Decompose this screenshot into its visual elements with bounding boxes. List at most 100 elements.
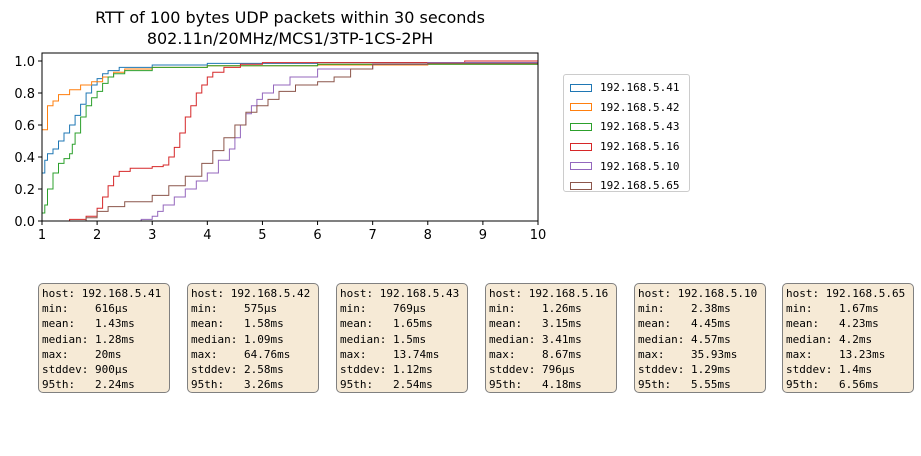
stat-line-p95: 95th: 3.26ms xyxy=(191,377,315,392)
stat-line-min: min: 1.67ms xyxy=(786,301,910,316)
stat-line-max: max: 64.76ms xyxy=(191,347,315,362)
stat-label: median: xyxy=(42,332,89,346)
stat-value: 192.168.5.42 xyxy=(230,287,311,300)
stat-value: 8.67ms xyxy=(542,347,582,361)
stat-label: median: xyxy=(340,332,387,346)
stat-label: stddev: xyxy=(191,363,238,377)
plot-frame xyxy=(41,52,539,222)
legend-item: 192.168.5.43 xyxy=(570,117,689,137)
stat-label: min: xyxy=(638,302,665,316)
stat-value: 64.76ms xyxy=(244,347,291,361)
stat-value: 2.54ms xyxy=(393,378,433,392)
legend-label: 192.168.5.43 xyxy=(600,120,680,134)
x-tick-label: 9 xyxy=(479,228,487,243)
stat-value: 1.5ms xyxy=(392,332,427,346)
stat-value: 1.09ms xyxy=(243,332,284,346)
stat-label: host: xyxy=(489,287,523,300)
stat-line-p95: 95th: 6.56ms xyxy=(786,377,910,392)
stat-label: min: xyxy=(489,302,516,316)
x-tick-label: 2 xyxy=(93,228,101,243)
stat-line-max: max: 13.23ms xyxy=(786,347,910,362)
stat-line-median: median: 4.2ms xyxy=(786,332,910,347)
legend-label: 192.168.5.16 xyxy=(600,140,680,154)
stat-label: max: xyxy=(638,347,665,361)
stat-value: 192.168.5.41 xyxy=(81,287,162,300)
series-line-4 xyxy=(118,61,539,222)
y-tick-label: 0.4 xyxy=(14,151,35,166)
stat-label: max: xyxy=(786,347,813,361)
stat-value: 6.56ms xyxy=(839,378,879,392)
stat-line-min: min: 2.38ms xyxy=(638,301,762,316)
legend-item: 192.168.5.42 xyxy=(570,98,689,118)
stat-line-mean: mean: 1.58ms xyxy=(191,316,315,331)
chart-title: RTT of 100 bytes UDP packets within 30 s… xyxy=(95,8,485,27)
stat-label: 95th: xyxy=(786,378,820,392)
stat-value: 13.23ms xyxy=(839,347,886,361)
stat-value: 20ms xyxy=(95,347,122,361)
stat-line-stddev: stddev: 1.4ms xyxy=(786,362,910,377)
stat-label: host: xyxy=(340,287,374,300)
stat-value: 5.55ms xyxy=(691,378,731,392)
stat-value: 13.74ms xyxy=(393,347,440,361)
stat-line-stddev: stddev: 2.58ms xyxy=(191,362,315,377)
stat-line-p95: 95th: 5.55ms xyxy=(638,377,762,392)
stat-label: 95th: xyxy=(638,378,672,392)
stat-line-p95: 95th: 2.24ms xyxy=(42,377,166,392)
stat-label: min: xyxy=(340,302,367,316)
stat-line-stddev: stddev: 1.12ms xyxy=(340,362,464,377)
stat-value: 192.168.5.16 xyxy=(528,287,609,300)
stat-label: max: xyxy=(489,347,516,361)
stat-value: 616µs xyxy=(95,302,129,316)
stat-value: 35.93ms xyxy=(691,347,738,361)
stat-line-host: host: 192.168.5.10 xyxy=(638,286,762,301)
stat-label: mean: xyxy=(489,317,523,331)
stat-label: host: xyxy=(638,287,672,300)
legend-label: 192.168.5.42 xyxy=(600,100,680,114)
stat-value: 2.58ms xyxy=(243,363,284,377)
stat-value: 3.26ms xyxy=(244,378,284,392)
stat-line-min: min: 575µs xyxy=(191,301,315,316)
x-tick-label: 8 xyxy=(424,228,432,243)
stat-line-stddev: stddev: 796µs xyxy=(489,362,613,377)
stat-value: 4.23ms xyxy=(839,317,879,331)
stat-line-host: host: 192.168.5.41 xyxy=(42,286,166,301)
stat-value: 4.57ms xyxy=(690,332,731,346)
stat-label: stddev: xyxy=(786,363,833,377)
stat-line-median: median: 4.57ms xyxy=(638,332,762,347)
chart-subtitle: 802.11n/20MHz/MCS1/3TP-1CS-2PH xyxy=(146,29,434,48)
stat-value: 1.28ms xyxy=(94,332,135,346)
stat-label: median: xyxy=(489,332,536,346)
x-tick-label: 7 xyxy=(369,228,377,243)
legend-swatch xyxy=(570,181,592,190)
stat-value: 2.38ms xyxy=(691,302,731,316)
stat-line-mean: mean: 1.65ms xyxy=(340,316,464,331)
stat-label: mean: xyxy=(191,317,225,331)
stat-label: mean: xyxy=(340,317,374,331)
stat-line-host: host: 192.168.5.43 xyxy=(340,286,464,301)
stat-line-median: median: 1.09ms xyxy=(191,332,315,347)
stat-label: 95th: xyxy=(489,378,523,392)
stats-box: host: 192.168.5.65 min: 1.67ms mean: 4.23m… xyxy=(782,283,914,393)
stat-line-min: min: 1.26ms xyxy=(489,301,613,316)
x-tick-label: 5 xyxy=(258,228,266,243)
stat-label: mean: xyxy=(42,317,76,331)
stat-value: 2.24ms xyxy=(95,378,135,392)
stat-value: 3.41ms xyxy=(541,332,582,346)
stat-label: 95th: xyxy=(340,378,374,392)
chart-legend: 192.168.5.41 192.168.5.42 192.168.5.43 192.… xyxy=(563,74,690,192)
stat-label: host: xyxy=(786,287,820,300)
y-tick-label: 0.8 xyxy=(14,87,35,102)
stat-value: 1.65ms xyxy=(393,317,433,331)
stat-value: 192.168.5.10 xyxy=(677,287,758,300)
stat-value: 796µs xyxy=(541,363,576,377)
legend-item: 192.168.5.65 xyxy=(570,176,689,196)
stat-line-stddev: stddev: 1.29ms xyxy=(638,362,762,377)
stat-label: stddev: xyxy=(638,363,685,377)
stat-line-p95: 95th: 2.54ms xyxy=(340,377,464,392)
series-line-5 xyxy=(78,62,539,222)
legend-swatch xyxy=(570,162,592,171)
stat-label: mean: xyxy=(638,317,672,331)
stat-label: median: xyxy=(191,332,238,346)
x-tick-label: 3 xyxy=(148,228,156,243)
